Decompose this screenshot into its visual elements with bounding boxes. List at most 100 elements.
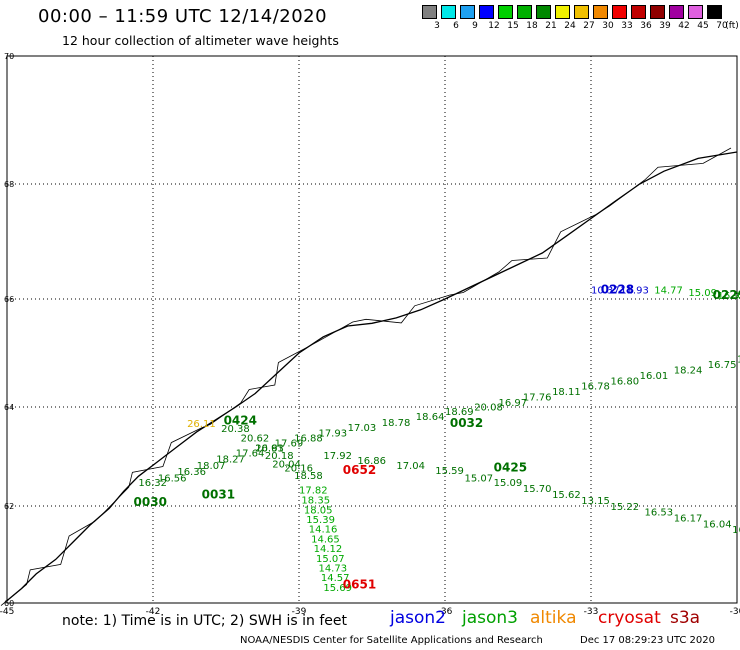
coastline-fjords <box>0 147 732 606</box>
greenland-coastline <box>0 147 738 606</box>
swh-value: 18.11 <box>552 387 581 398</box>
swh-value: 17.82 <box>299 486 328 497</box>
lat-tick-label: 62 <box>4 502 14 511</box>
swh-value: 16.88 <box>294 434 323 445</box>
swh-value: 14.73 <box>318 563 347 574</box>
legend-swatch <box>612 5 627 19</box>
swh-value: 20.18 <box>265 451 294 462</box>
lon-tick-label: -36 <box>438 607 453 617</box>
lon-tick-label: -45 <box>0 607 14 617</box>
swh-value: 17.64 <box>236 449 265 460</box>
swh-value: 18.58 <box>294 471 323 482</box>
legend-unit: (ft) <box>725 21 739 31</box>
swh-value: 16.75 <box>708 360 737 371</box>
legend-label: 45 <box>697 21 709 31</box>
swh-value: 18.69 <box>445 407 474 418</box>
pass-time-label: 0032 <box>450 416 483 430</box>
swh-value: 17.69 <box>275 439 304 450</box>
swh-value: 14.57 <box>321 573 350 584</box>
swh-value: 16.95 <box>718 291 740 302</box>
swh-value: 17.93 <box>318 429 347 440</box>
legend-swatch <box>536 5 551 19</box>
pass-time-labels: 0424 0030 0031 0032 0425 0652 0651 0228 0229 <box>134 282 740 591</box>
lat-tick-label: 64 <box>4 403 14 412</box>
legend-label: 33 <box>621 21 633 31</box>
swh-value: 18.35 <box>301 496 330 507</box>
swh-value: 15.69 <box>323 583 352 594</box>
swh-value: 20.08 <box>474 402 503 413</box>
lat-tick-label: 60 <box>4 599 14 608</box>
swh-value: 14.65 <box>311 534 340 545</box>
pass-time-label: 0031 <box>202 488 235 502</box>
lat-tick-label: 70 <box>4 52 14 61</box>
satellite-legend-item: cryosat <box>598 608 661 628</box>
swh-value: 10.37 <box>591 285 620 296</box>
swh-value: 15.39 <box>306 515 335 526</box>
legend-swatch <box>479 5 494 19</box>
pass-time-label: 0652 <box>343 463 376 477</box>
lon-tick-label: -33 <box>584 607 599 617</box>
swh-value: 18.78 <box>382 418 411 429</box>
legend-label: 70 <box>716 21 728 31</box>
satellite-legend-item: jason3 <box>462 608 518 628</box>
swh-value: 11.93 <box>620 285 649 296</box>
swh-value: 16.80 <box>610 376 639 387</box>
pass-time-label: 0229 <box>713 288 740 302</box>
legend-label: 12 <box>488 21 500 31</box>
lat-tick-label: 68 <box>4 180 14 189</box>
pass-time-label: 0030 <box>134 495 167 509</box>
swh-value: 15.70 <box>523 484 552 495</box>
legend-swatch <box>707 5 722 19</box>
swh-value: 26.11 <box>187 419 216 430</box>
swh-value: 15.62 <box>552 490 581 501</box>
legend-label: 42 <box>678 21 690 31</box>
swh-value: 20.04 <box>272 459 301 470</box>
legend-label: 3 <box>434 21 440 31</box>
lon-tick-label: -39 <box>292 607 307 617</box>
swh-value: 13.15 <box>581 496 610 507</box>
lat-tick-label: 66 <box>4 295 14 304</box>
swh-value: 17.92 <box>323 451 352 462</box>
legend-swatch <box>688 5 703 19</box>
credit-line: NOAA/NESDIS Center for Satellite Applica… <box>240 635 543 646</box>
swh-value: 17.03 <box>348 423 377 434</box>
swh-value: 16.01 <box>640 371 669 382</box>
swh-value: 16.04 <box>703 519 732 530</box>
swh-value: 15.09 <box>688 288 717 299</box>
swh-value: 16.56 <box>158 473 187 484</box>
swh-value: 15.07 <box>464 473 493 484</box>
swh-value: 20.16 <box>284 463 313 474</box>
swh-value: 15.59 <box>435 466 464 477</box>
pass-time-label: 0425 <box>494 460 527 474</box>
swh-value: 14.77 <box>654 285 683 296</box>
lon-tick-label: -30 <box>730 607 740 617</box>
swh-value: 14.16 <box>309 525 338 536</box>
swh-value: 16.17 <box>674 514 703 525</box>
swh-value: 15.45 <box>737 355 740 366</box>
satellite-legend-item: s3a <box>670 608 701 628</box>
page-subtitle: 12 hour collection of altimeter wave hei… <box>62 33 339 48</box>
legend-swatch <box>555 5 570 19</box>
swh-value: 20.62 <box>241 434 270 445</box>
swh-value: 16.53 <box>645 508 674 519</box>
legend-swatch <box>574 5 589 19</box>
lon-tick-label: -42 <box>146 607 161 617</box>
satellite-legend-item: altika <box>530 608 577 628</box>
swh-value: 15.09 <box>494 478 523 489</box>
generated-timestamp: Dec 17 08:29:23 UTC 2020 <box>580 635 715 646</box>
legend-label: 15 <box>507 21 519 31</box>
legend-label: 6 <box>453 21 459 31</box>
swh-value: 16.28 <box>732 525 740 536</box>
swh-value: 16.97 <box>499 398 528 409</box>
swh-value: 15.22 <box>610 502 639 513</box>
swh-value: 18.27 <box>216 454 245 465</box>
map-frame <box>6 55 738 604</box>
legend-swatch <box>441 5 456 19</box>
map-grid <box>6 55 738 604</box>
swh-value: 15.07 <box>316 554 345 565</box>
swh-value: 18.64 <box>416 412 445 423</box>
swh-value: 20.61 <box>255 444 284 455</box>
legend-swatch <box>669 5 684 19</box>
